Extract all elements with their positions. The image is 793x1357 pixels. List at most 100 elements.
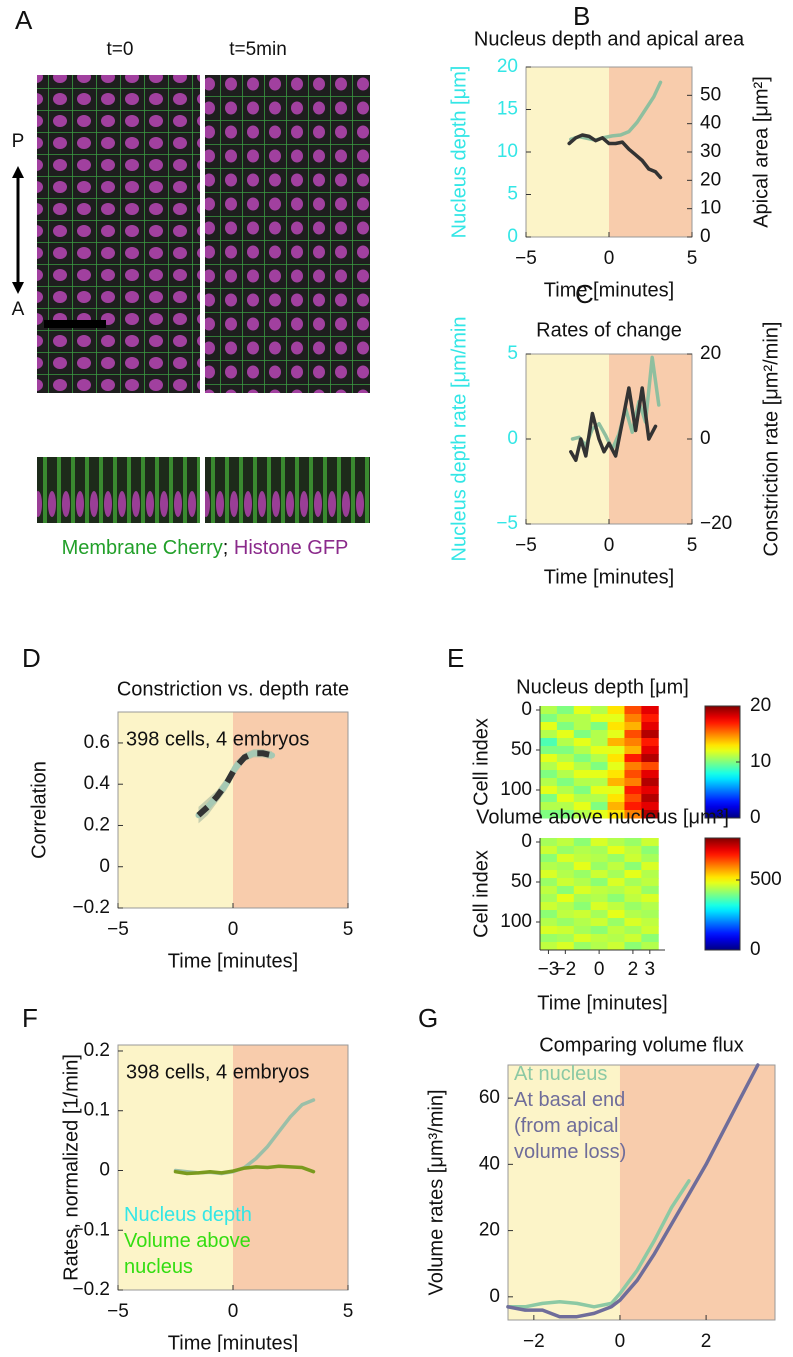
heat-cell (590, 762, 609, 771)
heat-cell (624, 926, 642, 935)
x-tick-label: 0 (228, 1301, 239, 1322)
y-tick-label: 0.4 (84, 773, 111, 794)
x-axis-label: Time [minutes] (168, 1332, 298, 1352)
heat-cell (607, 778, 625, 787)
legend: At nucleus At basal end (from apical volu… (514, 1063, 627, 1163)
heat-cell (556, 854, 575, 863)
heat-cell (624, 786, 642, 795)
heat-cell (641, 778, 659, 787)
micrograph-side (205, 457, 370, 523)
y2-tick-label: 20 (700, 169, 721, 190)
y-axis-label: Nucleus depth rate [μm/min (448, 317, 470, 562)
heat-cell (607, 854, 625, 863)
heat-cell (573, 706, 592, 715)
heat-cell (641, 886, 659, 895)
heat-cell (556, 762, 575, 771)
y-tick-label: 50 (511, 739, 532, 760)
heat-cell (590, 778, 609, 787)
heat-cell (556, 770, 575, 779)
heat-cell (556, 810, 575, 819)
colorbar (704, 837, 741, 951)
legend-text: Membrane Cherry (62, 537, 223, 559)
heat-cell (641, 802, 659, 811)
panel-letter: B (573, 1, 590, 31)
heat-cell (624, 762, 642, 771)
heat-cell (607, 926, 625, 935)
y-axis-label: Cell index (470, 850, 492, 938)
panel-letter: G (418, 1003, 438, 1033)
heat-cell (641, 878, 659, 887)
heat-cell (624, 714, 642, 723)
heat-cell (641, 934, 659, 943)
heat-cell (607, 762, 625, 771)
image-title: t=5min (229, 39, 287, 60)
heat-cell (607, 770, 625, 779)
heat-cell (641, 918, 659, 927)
phase-region (118, 712, 233, 908)
heat-cell (624, 942, 642, 951)
heat-cell (540, 706, 558, 715)
heat-cell (641, 738, 659, 747)
heat-cell (590, 770, 609, 779)
heat-cell (590, 738, 609, 747)
heat-cell (590, 794, 609, 803)
x-tick-label: 0 (604, 535, 615, 556)
heat-cell (607, 786, 625, 795)
x-tick-label: 3 (645, 959, 656, 980)
chart-title: Comparing volume flux (539, 1034, 744, 1056)
heat-cell (540, 778, 558, 787)
chart-title: Constriction vs. depth rate (117, 678, 349, 700)
heat-cell (590, 706, 609, 715)
heat-cell (607, 846, 625, 855)
y-tick-label: 100 (500, 911, 532, 932)
legend-entry: At basal end (from apical volume loss) (514, 1089, 627, 1163)
chart-title: Nucleus depth and apical area (474, 28, 745, 50)
heat-cell (607, 810, 625, 819)
y2-axis-label: Apical area [μm²] (750, 76, 772, 228)
legend-box: Nucleus depth Volume above nucleus (124, 1202, 294, 1280)
heat-cell (624, 910, 642, 919)
heat-cell (607, 910, 625, 919)
y-axis-label: Volume rates [μm³/min] (425, 1089, 447, 1295)
heat-cell (624, 770, 642, 779)
micrograph (205, 75, 370, 393)
panel-letter: C (575, 279, 594, 309)
heat-cell (556, 934, 575, 943)
heat-cell (573, 786, 592, 795)
y-axis-label: Cell index (470, 718, 492, 806)
heat-cell (556, 846, 575, 855)
heat-cell (590, 746, 609, 755)
y-tick-label: 0 (507, 428, 518, 449)
heat-cell (573, 846, 592, 855)
heat-cell (540, 754, 558, 763)
colorbar (704, 705, 741, 819)
scale-bar (44, 320, 106, 328)
heat-cell (573, 870, 592, 879)
data-line (569, 386, 658, 463)
y-axis-label: Nucleus depth [μm] (448, 66, 470, 239)
image-legend: Membrane Cherry; Histone GFP (62, 537, 349, 559)
heat-cell (540, 902, 558, 911)
chart-title: Rates of change (536, 319, 682, 341)
heat-cell (540, 926, 558, 935)
data-line-dash (196, 750, 273, 818)
x-axis-label: Time [minutes] (168, 950, 298, 972)
heat-cell (556, 786, 575, 795)
y2-tick-label: 20 (700, 343, 721, 364)
heat-cell (607, 894, 625, 903)
heat-cell (590, 886, 609, 895)
heat-cell (624, 870, 642, 879)
heat-cell (607, 902, 625, 911)
heat-cell (573, 854, 592, 863)
y2-tick-label: 10 (700, 198, 721, 219)
y-tick-label: 0.2 (84, 1040, 110, 1061)
heat-cell (641, 870, 659, 879)
heat-cell (641, 762, 659, 771)
heat-cell (607, 706, 625, 715)
x-tick-label: 2 (628, 959, 639, 980)
colorbar-tick-label: 10 (750, 751, 771, 772)
heat-cell (573, 714, 592, 723)
heat-cell (624, 886, 642, 895)
heat-cell (607, 714, 625, 723)
y-tick-label: 40 (479, 1153, 500, 1174)
